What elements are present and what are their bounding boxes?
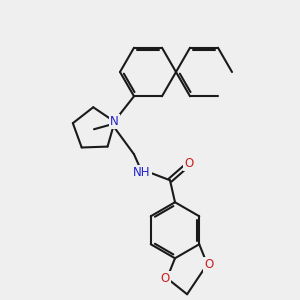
Text: N: N xyxy=(110,115,119,128)
Text: O: O xyxy=(184,157,194,170)
Text: NH: NH xyxy=(133,166,151,179)
Text: O: O xyxy=(205,258,214,271)
Text: O: O xyxy=(160,272,169,285)
